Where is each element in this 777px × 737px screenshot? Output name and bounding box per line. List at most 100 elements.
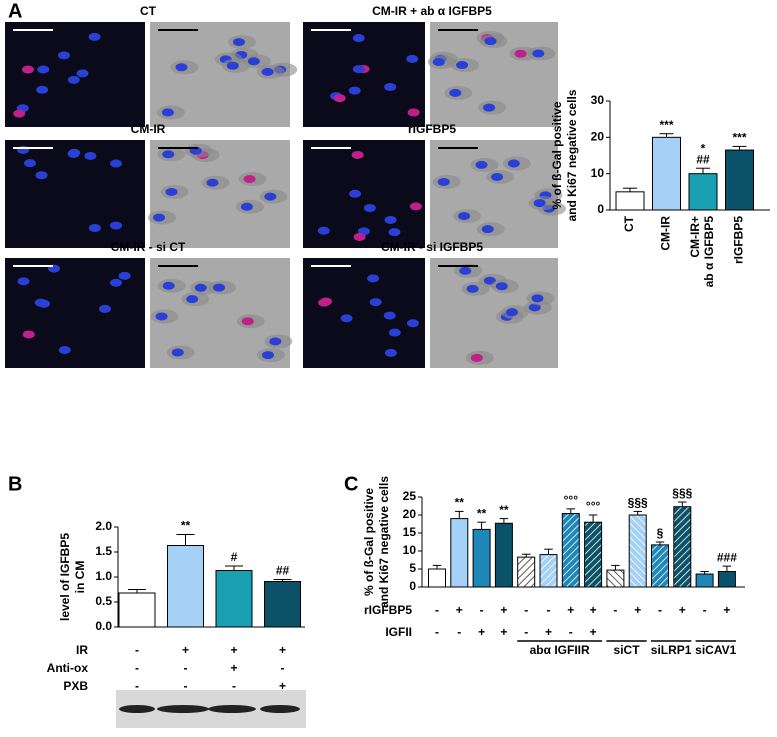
significance: # (231, 550, 238, 564)
y-tick-label: 2.0 (95, 519, 112, 533)
y-axis-label: % of ß-Gal positive (550, 101, 564, 209)
nucleus (483, 103, 496, 112)
group-label: siCT (614, 643, 641, 657)
y-tick-label: 10 (591, 166, 605, 180)
x-tick-label: CM-IR+ (688, 216, 702, 258)
nucleus (155, 312, 168, 321)
nucleus (363, 204, 376, 213)
nucleus (432, 58, 445, 67)
nucleus (247, 57, 260, 66)
condition-sign: + (456, 603, 463, 617)
bar (651, 544, 669, 588)
significance: ## (276, 564, 290, 578)
nucleus (261, 67, 274, 76)
y-tick-label: 20 (591, 130, 605, 144)
significance: ** (499, 503, 509, 517)
condition-sign: - (232, 679, 236, 693)
condition-name: IGFII (385, 625, 412, 639)
bar (517, 556, 536, 588)
condition-sign: + (545, 625, 552, 639)
micrograph (303, 258, 425, 368)
nucleus (459, 266, 472, 275)
y-axis-label: in CM (73, 561, 87, 594)
nucleus (67, 149, 80, 158)
nucleus (532, 49, 545, 58)
bar (695, 573, 714, 588)
condition-sign: - (524, 625, 528, 639)
nucleus (13, 109, 26, 118)
nucleus (84, 151, 97, 160)
nucleus (384, 348, 397, 357)
nucleus (340, 314, 353, 323)
y-tick-label: 1.0 (95, 569, 112, 583)
micrograph (5, 140, 145, 248)
nucleus (98, 304, 111, 313)
nucleus (194, 283, 207, 292)
bar (688, 173, 718, 211)
nucleus (58, 346, 71, 355)
bar (615, 191, 645, 211)
condition-sign: + (230, 661, 237, 675)
significance: °°° (586, 499, 601, 513)
significance: ** (181, 519, 191, 533)
condition-sign: - (281, 661, 285, 675)
nucleus (35, 171, 48, 180)
y-tick-label: 0.0 (95, 619, 112, 633)
nucleus (349, 189, 362, 198)
nucleus (171, 348, 184, 357)
condition-sign: - (480, 603, 484, 617)
nucleus (384, 215, 397, 224)
nucleus (406, 54, 419, 63)
nucleus (507, 159, 520, 168)
y-tick-label: 25 (403, 489, 417, 503)
nucleus (353, 232, 366, 241)
nucleus (153, 213, 166, 222)
condition-sign: + (590, 625, 597, 639)
significance: ## (696, 152, 710, 166)
nucleus (76, 69, 89, 78)
y-tick-label: 10 (403, 543, 417, 557)
condition-name: Anti-ox (47, 661, 89, 675)
condition-sign: + (279, 643, 286, 657)
nucleus (481, 225, 494, 234)
nucleus (213, 283, 226, 292)
nucleus (67, 75, 80, 84)
nucleus (186, 295, 199, 304)
group-label: siCAV1 (695, 643, 736, 657)
nucleus (22, 330, 35, 339)
nucleus (352, 34, 365, 43)
bar (673, 506, 692, 588)
micrograph-title: CT (140, 4, 157, 18)
nucleus (88, 32, 101, 41)
nucleus (528, 303, 541, 312)
nucleus (264, 192, 277, 201)
nucleus (369, 298, 382, 307)
nucleus (162, 150, 175, 159)
nucleus (437, 177, 450, 186)
nucleus (109, 278, 122, 287)
x-tick-label: rIGFBP5 (732, 216, 746, 264)
panel-label: B (8, 473, 22, 495)
condition-sign: - (135, 679, 139, 693)
group-label: abα IGFIIR (530, 643, 590, 657)
nucleus (261, 351, 274, 360)
condition-sign: + (500, 603, 507, 617)
nucleus (240, 202, 253, 211)
nucleus (21, 65, 34, 74)
condition-sign: - (658, 603, 662, 617)
significance: * (701, 141, 706, 155)
y-tick-label: 0 (409, 579, 416, 593)
nucleus (506, 308, 519, 317)
y-tick-label: 20 (403, 507, 417, 521)
bar (725, 149, 754, 211)
nucleus (319, 297, 332, 306)
nucleus (514, 49, 527, 58)
nucleus (491, 172, 504, 181)
condition-sign: + (230, 643, 237, 657)
blot-band (260, 705, 300, 713)
nucleus (37, 65, 50, 74)
nucleus (162, 281, 175, 290)
nucleus (88, 224, 101, 233)
significance: ** (477, 506, 487, 520)
nucleus (531, 294, 544, 303)
